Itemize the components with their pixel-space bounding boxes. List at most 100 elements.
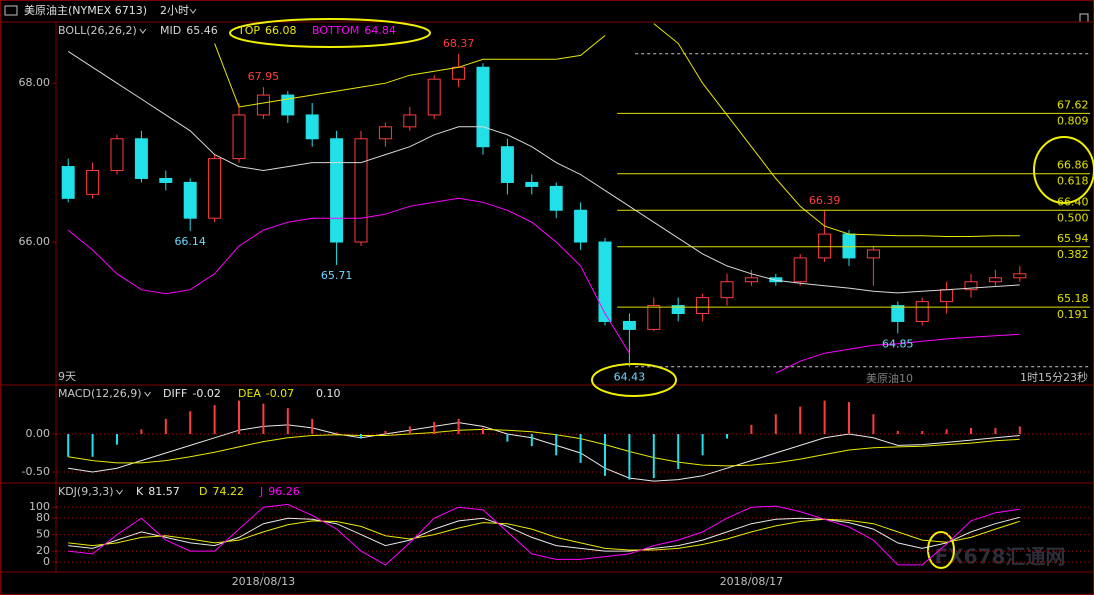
y-tick-label: 80	[36, 511, 50, 524]
window-icon[interactable]	[4, 5, 18, 16]
macd-bar	[555, 434, 558, 456]
highlight-ellipse	[591, 363, 677, 397]
indicator-title: KDJ(9,3,3)	[58, 485, 114, 498]
candle-body	[61, 166, 75, 199]
candle-body	[1013, 273, 1027, 279]
legend-name: BOTTOM	[312, 24, 359, 37]
fib-ratio-label: 0.191	[1057, 308, 1089, 321]
macd-bar	[506, 434, 509, 442]
symbol-title: 美原油主(NYMEX 6713)	[24, 3, 147, 17]
y-tick-label: 66.00	[19, 235, 51, 248]
candle-body	[744, 277, 758, 283]
candle-body	[208, 158, 222, 219]
candle-body	[866, 249, 880, 259]
fib-price-label: 67.62	[1057, 98, 1089, 111]
fib-price-label: 65.94	[1057, 232, 1089, 245]
fib-ratio-label: 0.382	[1057, 248, 1089, 261]
candle-body	[988, 277, 1002, 283]
macd-bar	[384, 430, 387, 434]
macd-bar	[91, 434, 94, 457]
indicator-line	[67, 197, 1020, 374]
macd-bar	[896, 430, 899, 434]
indicator-line	[68, 518, 1020, 551]
candle-body	[232, 114, 246, 160]
candle-body	[622, 320, 636, 330]
y-tick-label: 0.00	[26, 427, 51, 440]
legend-value: 81.57	[148, 485, 180, 498]
candle-body	[696, 297, 710, 315]
legend-item: TOP 66.08	[237, 24, 297, 37]
candle-body	[818, 233, 832, 259]
indicator-title: BOLL(26,26,2)	[58, 24, 137, 37]
highlight-ellipse	[927, 531, 955, 569]
indicator-line	[68, 428, 1020, 467]
macd-bar	[213, 405, 216, 434]
macd-bar	[335, 432, 338, 434]
fib-ratio-label: 0.809	[1057, 114, 1089, 127]
y-tick-label: 100	[29, 500, 50, 513]
candle-body	[378, 126, 392, 140]
macd-bar	[701, 434, 704, 456]
corner-button[interactable]	[1079, 13, 1089, 23]
macd-bar	[726, 434, 728, 439]
macd-bar	[164, 418, 167, 434]
macd-bar	[530, 434, 533, 447]
macd-bar	[579, 434, 582, 463]
highlight-ellipse	[229, 18, 431, 48]
candle-body	[330, 138, 344, 243]
candle-body	[891, 305, 905, 322]
candle-body	[403, 114, 417, 128]
candle-body	[86, 170, 100, 195]
legend-item: D 74.22	[199, 485, 244, 498]
candle-body	[964, 281, 978, 291]
legend-value: 66.08	[265, 24, 297, 37]
candle-body	[647, 305, 661, 330]
candle-body	[793, 257, 807, 283]
indicator-caret	[144, 391, 151, 397]
period-caret[interactable]	[189, 8, 197, 14]
candle-body	[183, 181, 197, 219]
macd-bar	[994, 427, 997, 434]
fib-ratio-label: 0.618	[1057, 175, 1089, 188]
macd-bar	[628, 434, 631, 480]
legend-name: K	[136, 485, 144, 498]
candle-body	[525, 181, 539, 187]
macd-bar	[799, 406, 802, 434]
macd-bar	[360, 434, 362, 439]
indicator-line	[214, 23, 1020, 237]
macd-bar	[750, 424, 753, 434]
macd-bar	[945, 429, 948, 434]
candle-body	[500, 146, 514, 183]
candle-body	[671, 305, 685, 315]
macd-bar	[433, 421, 436, 434]
y-tick-label: 68.00	[19, 76, 51, 89]
macd-bar	[262, 403, 265, 434]
legend-name: DEA	[238, 387, 261, 400]
macd-bar	[848, 402, 850, 434]
high-label: 67.95	[248, 70, 280, 83]
macd-bar	[1018, 426, 1021, 434]
period-selector[interactable]: 2小时	[160, 4, 189, 17]
fib-price-label: 66.40	[1057, 195, 1089, 208]
x-tick-label: 2018/08/17	[720, 575, 783, 588]
macd-bar	[970, 427, 972, 434]
macd-bar	[921, 430, 924, 434]
indicator-caret	[139, 28, 147, 34]
annotation: 1时15分23秒	[1020, 370, 1088, 384]
high-label: 66.39	[809, 194, 841, 207]
indicator-line	[67, 50, 1020, 294]
candle-body	[940, 289, 954, 303]
candle-body	[134, 138, 148, 179]
y-tick-label: 20	[36, 544, 50, 557]
macd-bar	[872, 414, 875, 434]
legend-item: J 96.26	[259, 485, 300, 498]
legend-value: 65.46	[186, 24, 218, 37]
candle-body	[305, 114, 319, 140]
legend-value: -0.07	[266, 387, 294, 400]
candle-body	[427, 78, 441, 116]
macd-bar	[116, 434, 118, 445]
candle-body	[281, 94, 295, 116]
fib-ratio-label: 0.500	[1057, 211, 1089, 224]
